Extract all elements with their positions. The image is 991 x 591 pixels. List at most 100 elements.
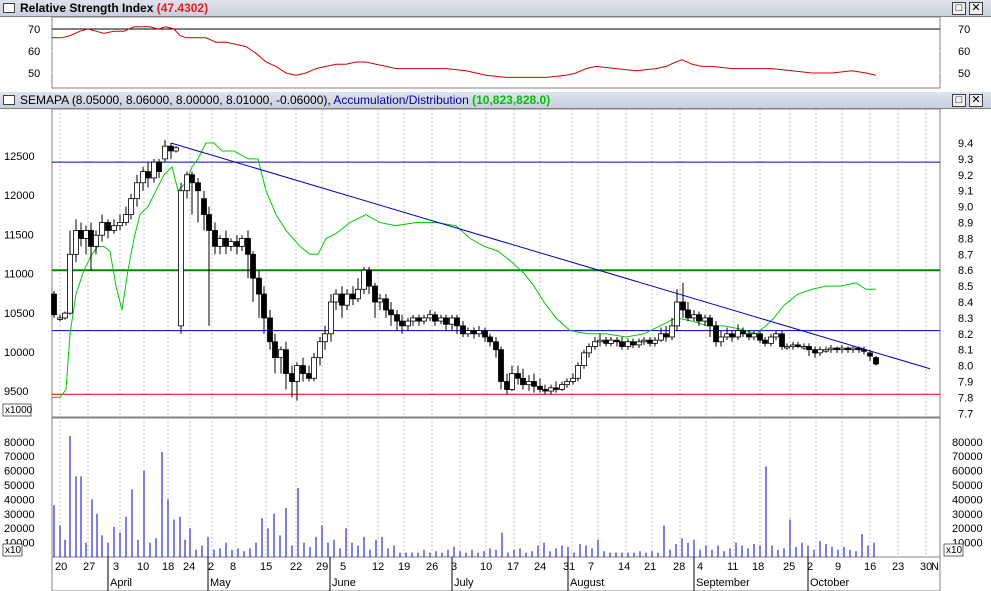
price-candle	[111, 225, 117, 231]
indicator-name: Accumulation/Distribution	[333, 93, 469, 107]
date-month-label: June	[332, 577, 356, 589]
price-candle	[151, 161, 157, 179]
price-candle	[105, 222, 111, 231]
price-candle	[99, 222, 105, 236]
price-candle	[394, 314, 400, 322]
price-left-tick: 9500	[4, 386, 28, 398]
date-day-label: 31	[563, 561, 575, 573]
price-candle	[300, 365, 306, 374]
price-candle	[592, 341, 598, 347]
price-candle	[817, 349, 823, 354]
date-day-label: 24	[534, 561, 546, 573]
price-candle	[724, 333, 730, 338]
date-day-label: 2	[208, 561, 214, 573]
price-candle	[641, 339, 647, 343]
close-button[interactable]: ✕	[969, 94, 983, 107]
price-candle	[520, 377, 526, 386]
price-candle	[845, 347, 851, 351]
price-candle	[256, 277, 262, 295]
price-candle	[873, 357, 879, 365]
price-candle	[487, 336, 493, 343]
rsi-left-tick: 70	[28, 24, 40, 36]
maximize-button[interactable]: □	[952, 94, 966, 107]
price-candle	[740, 330, 746, 335]
price-candle	[663, 333, 669, 338]
price-candle	[460, 325, 466, 335]
price-candle	[614, 339, 620, 343]
price-right-tick: 8.0	[958, 361, 973, 373]
date-day-label: 20	[55, 561, 67, 573]
main-titlebar[interactable]: SEMAPA (8.05000, 8.06000, 8.00000, 8.010…	[0, 92, 991, 109]
price-candle	[790, 344, 796, 347]
volume-left-tick: 40000	[4, 494, 35, 506]
price-candle	[294, 365, 300, 382]
price-candle	[449, 317, 455, 325]
accumulation-distribution-line	[52, 142, 876, 398]
price-candle	[344, 293, 350, 306]
price-candle	[350, 293, 356, 300]
rsi-left-tick: 60	[28, 46, 40, 58]
price-candle	[361, 269, 367, 290]
price-left-tick: 11000	[4, 269, 34, 281]
volume-right-tick: 60000	[952, 466, 983, 478]
price-candle	[134, 182, 140, 200]
price-candle	[189, 174, 195, 184]
price-candle	[67, 253, 73, 314]
price-candle	[383, 298, 389, 311]
price-candle	[145, 171, 151, 179]
close-button[interactable]: ✕	[969, 2, 983, 15]
price-right-tick: 8.4	[958, 297, 973, 309]
price-right-tick: 7.8	[958, 392, 973, 404]
trendline	[170, 142, 931, 370]
price-candle	[768, 336, 774, 344]
price-candle	[162, 145, 168, 160]
date-day-label: 11	[727, 561, 738, 573]
price-candle	[619, 341, 625, 347]
price-candle	[267, 317, 273, 343]
price-candle	[553, 387, 559, 390]
price-candle	[608, 339, 614, 344]
price-candle	[261, 293, 267, 319]
price-candle	[62, 312, 68, 319]
price-candle	[691, 314, 697, 319]
price-candle	[366, 269, 372, 287]
price-candle	[559, 384, 565, 390]
price-candle	[482, 330, 488, 338]
price-candle	[228, 241, 234, 247]
volume-multiplier-box-right	[943, 543, 964, 557]
price-candle	[718, 336, 724, 343]
rsi-title: Relative Strength Index (47.4302)	[20, 1, 208, 15]
symbol-name: SEMAPA	[20, 93, 69, 107]
date-day-label: N	[931, 561, 939, 573]
price-candle	[680, 301, 686, 311]
price-candle	[531, 381, 537, 387]
price-candle	[515, 373, 521, 379]
price-candle	[83, 230, 89, 239]
price-right-tick: 7.9	[958, 377, 973, 389]
price-candle	[377, 298, 383, 303]
maximize-button[interactable]: □	[952, 2, 966, 15]
price-candle	[443, 317, 449, 325]
rsi-plot-area	[51, 17, 941, 89]
volume-right-tick: 80000	[952, 437, 983, 449]
volume-left-tick: 60000	[4, 466, 35, 478]
price-candle	[184, 174, 190, 192]
price-right-tick: 9.3	[958, 154, 973, 166]
rsi-titlebar[interactable]: Relative Strength Index (47.4302) □ ✕	[0, 0, 991, 17]
price-candle	[388, 309, 394, 316]
price-candle	[322, 333, 328, 343]
price-candle	[509, 373, 515, 390]
price-candle	[834, 347, 840, 351]
price-candle	[128, 198, 134, 215]
price-right-tick: 8.9	[958, 218, 973, 230]
date-day-label: 14	[618, 561, 630, 573]
price-candle	[416, 317, 422, 322]
date-axis	[51, 556, 941, 591]
multiplier-box	[2, 403, 32, 417]
price-candle	[597, 339, 603, 343]
price-candle	[51, 293, 57, 316]
price-candle	[751, 333, 757, 338]
price-candle	[537, 385, 543, 390]
price-candle	[856, 347, 862, 351]
price-right-tick: 8.2	[958, 329, 973, 341]
